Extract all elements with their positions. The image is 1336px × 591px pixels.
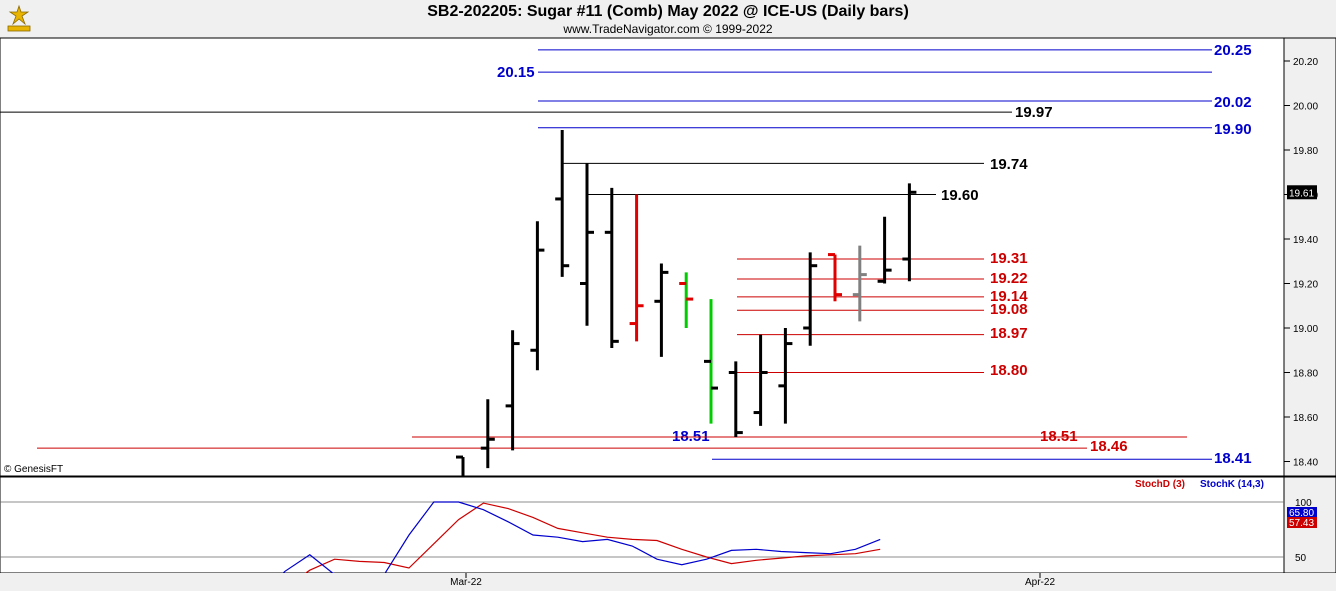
x-tick-label: Apr-22 <box>1025 577 1055 588</box>
y-tick-label: 20.20 <box>1293 57 1318 68</box>
stoch-d-value-box <box>1287 517 1317 528</box>
chart-subtitle: www.TradeNavigator.com © 1999-2022 <box>563 22 773 36</box>
x-tick-label: Mar-22 <box>450 577 482 588</box>
level-label: 20.25 <box>1214 42 1252 59</box>
title-bar: SB2-202205: Sugar #11 (Comb) May 2022 @ … <box>0 0 1336 38</box>
level-label: 19.31 <box>990 250 1028 267</box>
level-label: 19.97 <box>1015 104 1053 121</box>
price-bar <box>852 245 867 322</box>
price-bar <box>555 129 570 277</box>
stoch-d-value: 57.43 <box>1289 518 1314 529</box>
stoch-series-line <box>158 502 881 591</box>
level-label: 20.15 <box>497 64 535 81</box>
y-tick-label: 18.80 <box>1293 369 1318 380</box>
price-bar <box>778 328 793 424</box>
level-label: 18.46 <box>1090 438 1128 455</box>
price-bar <box>654 263 669 357</box>
y-tick-label: 19.00 <box>1293 324 1318 335</box>
stoch-k-value-box <box>1287 507 1317 518</box>
price-pane <box>0 37 1336 477</box>
price-bar <box>828 253 842 302</box>
price-bar <box>505 330 520 451</box>
stochastic-lines <box>138 501 881 591</box>
y-tick-label: 19.80 <box>1293 146 1318 157</box>
stoch-d-legend: StochD (3) <box>1135 479 1185 490</box>
price-bar <box>604 187 619 349</box>
level-label: 18.51 <box>1040 428 1078 445</box>
stoch-y-tick-label: 50 <box>1295 553 1307 564</box>
price-bar <box>877 216 892 284</box>
level-label: 19.90 <box>1214 121 1252 138</box>
last-price-label: 19.61 <box>1289 188 1314 199</box>
price-bar <box>753 334 768 426</box>
level-label: 19.74 <box>990 156 1028 173</box>
level-label: 19.60 <box>941 187 979 204</box>
level-label: 20.02 <box>1214 94 1252 111</box>
price-bar <box>580 163 594 326</box>
price-bar <box>530 221 545 371</box>
level-label: 19.22 <box>990 270 1028 287</box>
stoch-k-value: 65.80 <box>1289 508 1314 519</box>
trade-navigator-logo <box>4 4 34 34</box>
price-bar <box>480 399 495 469</box>
y-tick-label: 18.40 <box>1293 458 1318 469</box>
copyright-label: © GenesisFT <box>4 464 63 475</box>
chart-title: SB2-202205: Sugar #11 (Comb) May 2022 @ … <box>427 3 909 20</box>
price-axis: 20.2020.0019.8019.6019.4019.2019.0018.80… <box>1284 57 1318 469</box>
date-axis: Mar-22 Apr-22 <box>0 573 1336 591</box>
price-bar <box>728 361 743 438</box>
level-label: 19.14 <box>990 288 1028 305</box>
price-bar <box>803 252 818 346</box>
stoch-series-line <box>138 501 881 591</box>
price-bar <box>679 272 694 328</box>
stochastic-pane <box>0 476 1336 574</box>
price-bars <box>456 129 917 480</box>
level-label: 18.80 <box>990 362 1028 379</box>
y-tick-label: 20.00 <box>1293 102 1318 113</box>
level-label: 19.08 <box>990 301 1028 318</box>
stoch-y-tick-label: 100 <box>1295 498 1312 509</box>
y-tick-label: 19.20 <box>1293 280 1318 291</box>
level-label: 18.41 <box>1214 450 1252 467</box>
y-tick-label: 18.60 <box>1293 413 1318 424</box>
price-bar <box>629 194 644 342</box>
price-bar <box>902 183 917 282</box>
level-label: 18.97 <box>990 325 1028 342</box>
last-price-box <box>1287 185 1317 200</box>
price-bar <box>704 299 718 424</box>
stoch-k-legend: StochK (14,3) <box>1200 479 1264 490</box>
y-tick-label: 19.40 <box>1293 235 1318 246</box>
level-label: 18.51 <box>672 428 710 445</box>
